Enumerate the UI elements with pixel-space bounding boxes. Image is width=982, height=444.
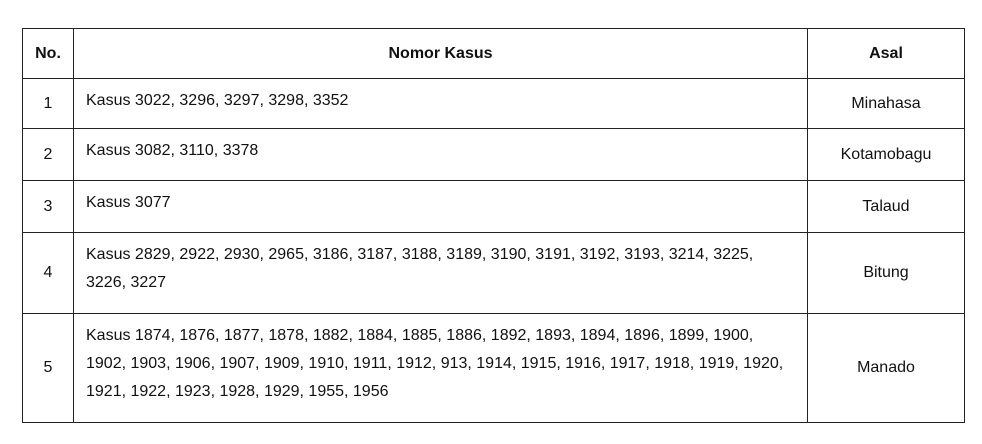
row-number: 5 [22, 313, 74, 423]
column-header: No. [22, 28, 74, 79]
row-number: 2 [22, 128, 74, 181]
table-row: 1 Kasus 3022, 3296, 3297, 3298, 3352 Minah… [22, 78, 965, 129]
table-row: 5 Kasus 1874, 1876, 1877, 1878, 1882, 188… [22, 313, 965, 423]
origin: Talaud [807, 180, 965, 233]
origin: Manado [807, 313, 965, 423]
table-row: 2 Kasus 3082, 3110, 3378 Kotamobagu [22, 128, 965, 181]
column-header: Asal [807, 28, 965, 79]
table-row: 4 Kasus 2829, 2922, 2930, 2965, 3186, 318… [22, 232, 965, 314]
origin: Kotamobagu [807, 128, 965, 181]
row-number: 4 [22, 232, 74, 314]
case-numbers: Kasus 3082, 3110, 3378 [73, 128, 808, 181]
table-body: 1 Kasus 3022, 3296, 3297, 3298, 3352 Minah… [22, 78, 965, 423]
table-row: 3 Kasus 3077 Talaud [22, 180, 965, 233]
row-number: 1 [22, 78, 74, 129]
case-numbers: Kasus 3077 [73, 180, 808, 233]
case-numbers: Kasus 1874, 1876, 1877, 1878, 1882, 1884… [73, 313, 808, 423]
case-numbers: Kasus 3022, 3296, 3297, 3298, 3352 [73, 78, 808, 129]
column-header: Nomor Kasus [73, 28, 808, 79]
case-table: No. Nomor Kasus Asal 1 Kasus 3022, 3296, 32… [22, 28, 965, 423]
origin: Minahasa [807, 78, 965, 129]
header-row: No. Nomor Kasus Asal [22, 28, 965, 79]
row-number: 3 [22, 180, 74, 233]
case-numbers: Kasus 2829, 2922, 2930, 2965, 3186, 3187… [73, 232, 808, 314]
origin: Bitung [807, 232, 965, 314]
